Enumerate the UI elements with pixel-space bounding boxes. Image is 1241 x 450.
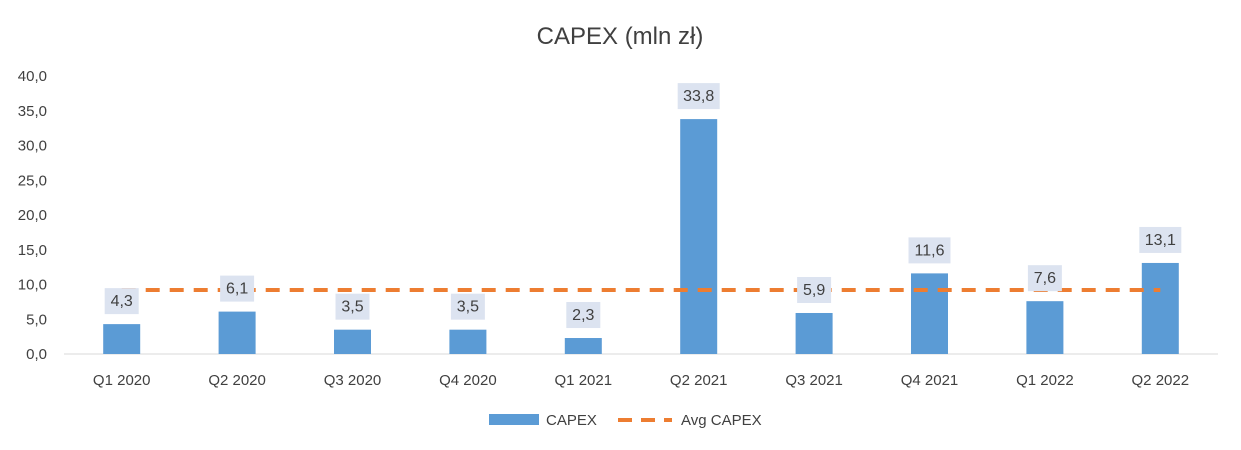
bar [795,312,833,354]
data-label: 4,3 [111,293,133,310]
legend-label-capex: CAPEX [546,412,597,429]
legend-label-avg-capex: Avg CAPEX [681,412,762,429]
x-tick-label: Q1 2021 [555,372,613,389]
data-label-box [566,302,601,329]
y-tick-label: 15,0 [18,242,47,259]
data-label-box [220,275,255,302]
data-label-box [1027,265,1062,292]
y-axis-tick-labels: 0,0 5,0 10,0 15,0 20,0 25,0 30,0 35,0 40,0 [18,68,47,363]
y-tick-label: 5,0 [26,311,47,328]
y-tick-label: 0,0 [26,346,47,363]
x-tick-label: Q1 2020 [93,372,151,389]
y-tick-label: 35,0 [18,103,47,120]
data-label-box [1139,226,1182,253]
x-tick-label: Q2 2020 [208,372,266,389]
bar-series [103,119,1179,354]
x-tick-label: Q2 2021 [670,372,728,389]
bar [680,119,718,354]
bar [1141,262,1179,354]
y-tick-label: 40,0 [18,68,47,85]
data-label: 33,8 [683,88,714,105]
data-label: 3,5 [457,299,479,316]
data-label: 13,1 [1145,232,1176,249]
bar [218,311,256,354]
legend: CAPEX Avg CAPEX [489,412,762,429]
y-tick-label: 30,0 [18,138,47,155]
data-label: 5,9 [803,282,825,299]
bar [1026,301,1064,354]
x-tick-label: Q4 2020 [439,372,497,389]
chart-title: CAPEX (mln zł) [537,23,704,50]
x-tick-label: Q3 2021 [785,372,843,389]
y-tick-label: 25,0 [18,172,47,189]
x-tick-label: Q1 2022 [1016,372,1074,389]
data-labels: 4,3 6,1 3,5 3,5 2,3 33,8 5,9 11,6 7,6 13,1 [104,83,1182,329]
data-label-box [104,288,139,315]
bar [564,338,602,354]
data-label-box [908,237,951,264]
x-axis-tick-labels: Q1 2020 Q2 2020 Q3 2020 Q4 2020 Q1 2021 Q2 20… [93,372,1189,389]
data-label: 2,3 [572,307,594,324]
bar [334,329,371,354]
bar [103,324,141,354]
bar [911,273,948,354]
data-label: 7,6 [1034,270,1056,287]
y-tick-label: 10,0 [18,277,47,294]
data-label-box [797,276,832,303]
x-tick-label: Q4 2021 [901,372,959,389]
data-label: 11,6 [915,242,945,259]
data-label-box [450,293,485,320]
data-label-box [335,293,370,320]
x-tick-label: Q3 2020 [324,372,382,389]
data-label: 6,1 [226,281,248,298]
y-tick-label: 20,0 [18,207,47,224]
bar [449,329,487,354]
legend-swatch-capex [489,414,539,425]
data-label: 3,5 [341,299,363,316]
data-label-box [677,83,720,110]
x-tick-label: Q2 2022 [1132,372,1190,389]
